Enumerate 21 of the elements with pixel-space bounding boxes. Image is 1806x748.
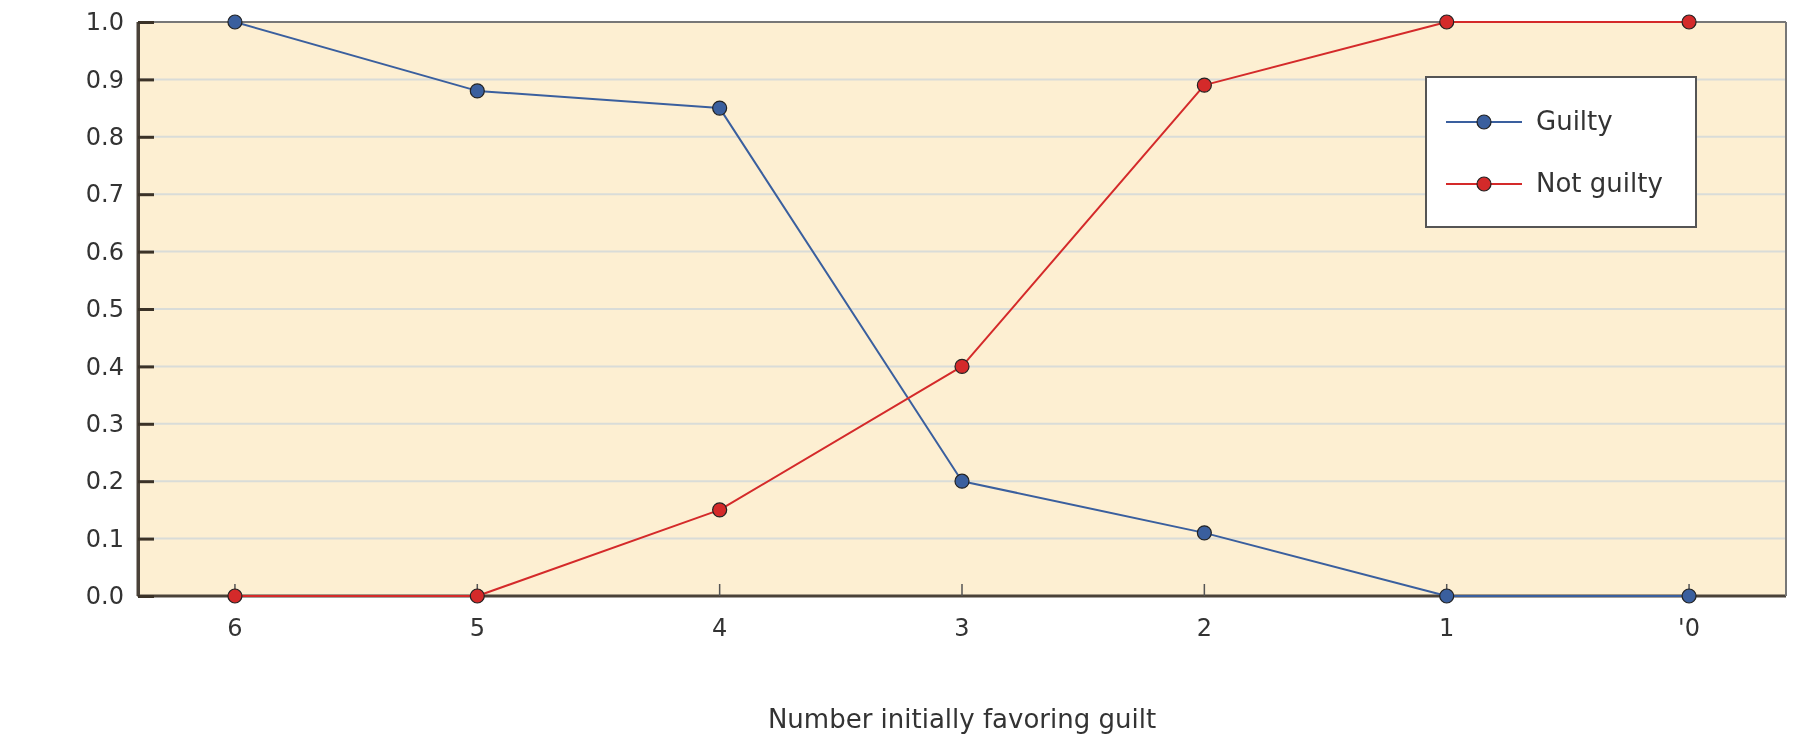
y-tick-label: 0.2: [85, 467, 124, 496]
x-axis-title: Number initially favoring guilt: [767, 704, 1157, 734]
y-tick-label: 0.1: [85, 524, 124, 553]
y-tick-label: 0.9: [85, 65, 124, 94]
x-tick-label: '0: [1678, 614, 1700, 642]
y-tick-label: 0.8: [85, 122, 124, 151]
x-tick-label: 1: [1439, 614, 1455, 642]
y-tick-label: 0.0: [85, 582, 124, 611]
y-tick-label: 0.3: [85, 409, 124, 438]
legend-label: Not guilty: [1536, 167, 1663, 198]
y-tick-label: 0.6: [85, 237, 124, 266]
x-tick-label: 4: [712, 614, 728, 642]
y-tick-label: 0.4: [85, 352, 124, 381]
x-tick-label: 6: [227, 614, 243, 642]
y-tick-label: 0.7: [85, 180, 124, 209]
y-tick-label: 0.5: [85, 295, 124, 324]
x-tick-label: 5: [469, 614, 485, 642]
legend-label: Guilty: [1536, 105, 1613, 136]
y-tick-label: 1.0: [85, 8, 124, 37]
x-tick-label: 3: [954, 614, 970, 642]
x-tick-label: 2: [1196, 614, 1212, 642]
